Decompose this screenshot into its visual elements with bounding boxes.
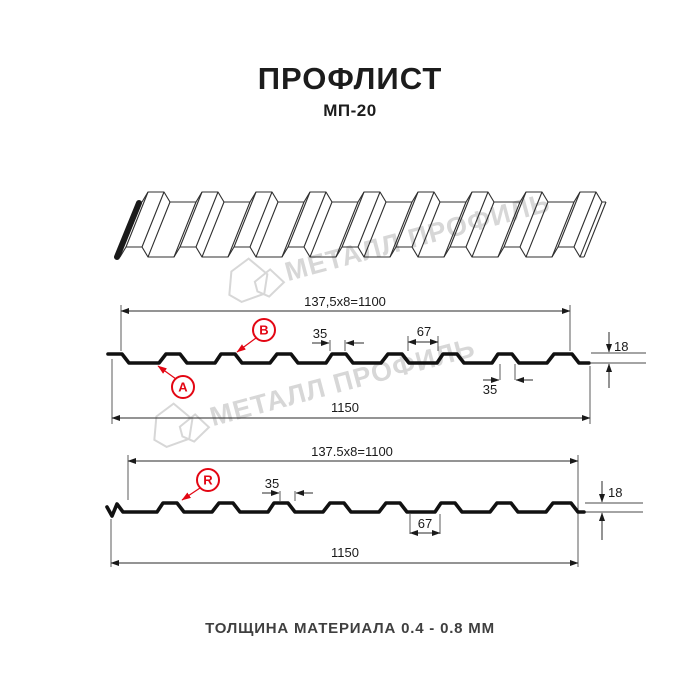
dimension-label-pitch: 137,5x8=1100	[304, 294, 386, 309]
dimension-label-overall: 1150	[331, 545, 359, 560]
callout-letter: B	[259, 323, 268, 338]
callout-leader	[181, 487, 201, 501]
callout-leader	[236, 337, 257, 353]
dimension-label-crest: 35	[313, 326, 327, 341]
extension-lines	[499, 364, 516, 380]
watermark-lower: МЕТАЛЛ ПРОФИЛЬ	[153, 332, 478, 448]
material-thickness-note: ТОЛЩИНА МАТЕРИАЛА 0.4 - 0.8 ММ	[205, 620, 495, 637]
cross-section-r: 137.5x8=1100 35 67 18 1150 R	[105, 444, 643, 567]
dimension-label-crest: 35	[265, 476, 279, 491]
callout-letter: R	[203, 473, 213, 488]
brand-logo-icon	[153, 402, 211, 448]
profile-outline-r	[105, 501, 586, 518]
extension-lines	[329, 340, 346, 351]
sketch-back-edge	[140, 191, 606, 203]
dimension-label-pitch: 137.5x8=1100	[311, 444, 393, 459]
dimension-label-height: 18	[608, 485, 622, 500]
dimension-label-height: 18	[614, 339, 628, 354]
dimension-label-valley: 67	[418, 516, 432, 531]
page-subtitle: МП-20	[323, 101, 376, 120]
cross-section-a: 137,5x8=1100 35 67 18 35 1150 B	[106, 294, 646, 424]
callout-letter: A	[178, 380, 188, 395]
dimension-label-overall: 1150	[331, 400, 359, 415]
extension-lines	[591, 352, 646, 364]
dimension-label-rib-bottom: 35	[483, 382, 497, 397]
callout-leader	[157, 365, 177, 380]
callout-circle	[252, 318, 276, 342]
dimension-label-valley: 67	[417, 324, 431, 339]
page-title: ПРОФЛИСТ	[258, 61, 443, 96]
profile-outline-a	[106, 352, 591, 365]
callout-a: A	[157, 365, 195, 399]
watermark-upper: МЕТАЛЛ ПРОФИЛЬ	[228, 187, 553, 303]
callout-r: R	[181, 468, 220, 501]
callout-circle	[196, 468, 220, 492]
sketch-front-edge	[118, 246, 584, 258]
extension-lines	[279, 491, 296, 501]
sketch-left-cut-edge	[114, 200, 142, 260]
callout-b: B	[236, 318, 276, 353]
callout-circle	[171, 375, 195, 399]
extension-lines	[111, 305, 591, 424]
brand-logo-icon	[228, 257, 286, 303]
extension-lines	[585, 502, 643, 513]
sheet-3d-sketch	[114, 191, 607, 260]
